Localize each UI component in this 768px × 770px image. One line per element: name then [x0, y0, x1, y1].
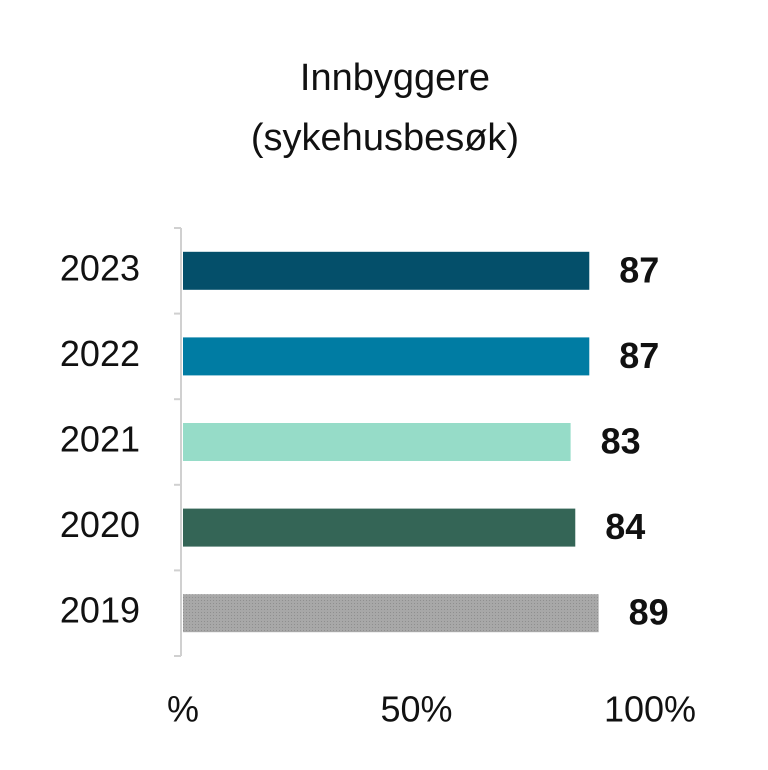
- bar: [183, 423, 571, 461]
- value-label: 84: [605, 506, 645, 547]
- y-tick-label: 2019: [60, 590, 140, 631]
- y-tick-label: 2023: [60, 247, 140, 288]
- x-tick-label: %: [167, 689, 199, 730]
- bar: [183, 594, 599, 633]
- bar: [183, 251, 590, 290]
- y-tick-label: 2022: [60, 333, 140, 374]
- x-tick-label: 50%: [380, 689, 452, 730]
- bar: [183, 337, 590, 376]
- bar: [183, 508, 576, 547]
- chart-subtitle: (sykehusbesøk): [251, 117, 519, 159]
- y-tick-label: 2020: [60, 504, 140, 545]
- value-label: 89: [629, 592, 669, 633]
- x-tick-label: 100%: [604, 689, 696, 730]
- y-tick-label: 2021: [60, 419, 140, 460]
- chart-title: Innbyggere: [300, 57, 490, 99]
- value-label: 83: [601, 421, 641, 462]
- value-label: 87: [619, 335, 659, 376]
- value-label: 87: [619, 249, 659, 290]
